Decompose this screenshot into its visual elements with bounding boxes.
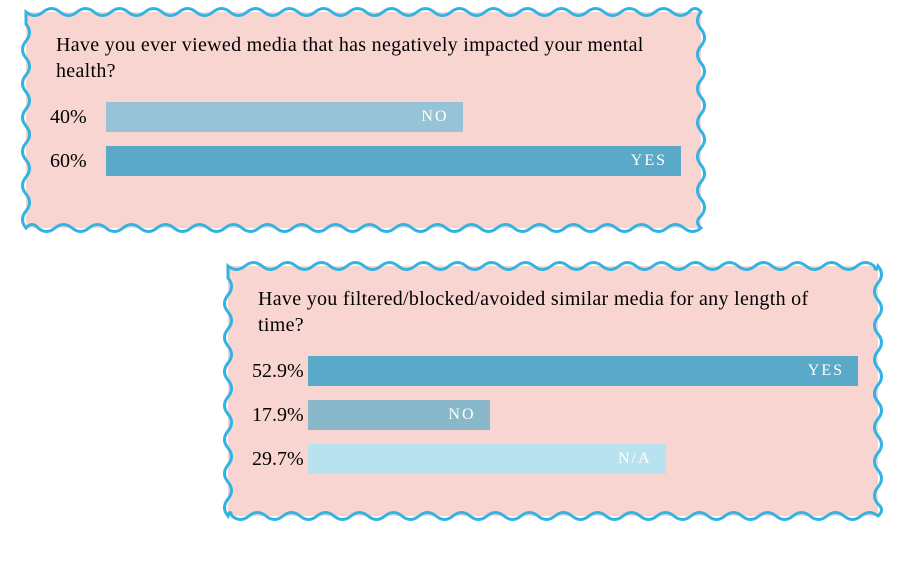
bar-label: N/A xyxy=(618,450,652,468)
bar-row: 60% YES xyxy=(46,146,681,176)
bar-label: YES xyxy=(631,152,667,170)
bar-fill: N/A xyxy=(308,444,666,474)
bar-row: 52.9% YES xyxy=(248,356,858,386)
bar-pct-label: 40% xyxy=(46,106,106,129)
survey-card: Have you filtered/blocked/avoided simila… xyxy=(228,266,878,516)
question-text: Have you ever viewed media that has nega… xyxy=(56,32,671,84)
bar-label: NO xyxy=(421,108,448,126)
bar-fill: NO xyxy=(106,102,463,132)
bar-track: YES xyxy=(308,356,858,386)
question-text: Have you filtered/blocked/avoided simila… xyxy=(258,286,848,338)
bar-pct-label: 29.7% xyxy=(248,448,308,471)
bar-pct-label: 60% xyxy=(46,150,106,173)
bar-track: N/A xyxy=(308,444,858,474)
survey-card: Have you ever viewed media that has nega… xyxy=(26,12,701,228)
bar-pct-label: 17.9% xyxy=(248,404,308,427)
bar-row: 29.7% N/A xyxy=(248,444,858,474)
bar-row: 40% NO xyxy=(46,102,681,132)
bar-label: NO xyxy=(448,406,475,424)
bar-track: NO xyxy=(106,102,681,132)
bar-label: YES xyxy=(808,362,844,380)
bar-fill: YES xyxy=(106,146,681,176)
bar-track: NO xyxy=(308,400,858,430)
bar-row: 17.9% NO xyxy=(248,400,858,430)
bar-fill: YES xyxy=(308,356,858,386)
bar-pct-label: 52.9% xyxy=(248,360,308,383)
bar-track: YES xyxy=(106,146,681,176)
bar-fill: NO xyxy=(308,400,490,430)
